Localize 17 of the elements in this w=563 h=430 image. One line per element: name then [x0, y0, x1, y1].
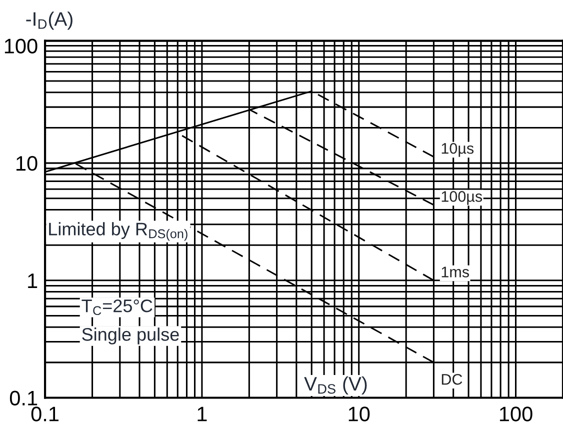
y-tick-label: 1 — [28, 274, 38, 288]
annotation: Limited by R$_{DS(on)}$ — [49, 222, 188, 241]
x-tick-label: 100 — [500, 406, 532, 422]
series-label: 1ms — [442, 266, 469, 278]
x-axis-title: V$_{DS}$ (V) — [304, 376, 367, 395]
y-tick-label: 100 — [4, 38, 38, 54]
x-tick-label: 1 — [198, 406, 207, 422]
y-axis-title: -I$_{D}$(A) — [26, 12, 72, 30]
y-tick-label: 0.1 — [10, 390, 38, 406]
series-label: 100µs — [442, 191, 482, 205]
y-tick-label: 10 — [16, 156, 38, 171]
annotation: Single pulse — [82, 328, 179, 344]
series-label: 10µs — [442, 142, 474, 157]
annotation: T$_{C}$=25°C — [82, 299, 152, 316]
x-tick-label: 0.1 — [31, 406, 59, 422]
series-label: DC — [442, 374, 462, 385]
x-tick-label: 10 — [348, 406, 370, 422]
